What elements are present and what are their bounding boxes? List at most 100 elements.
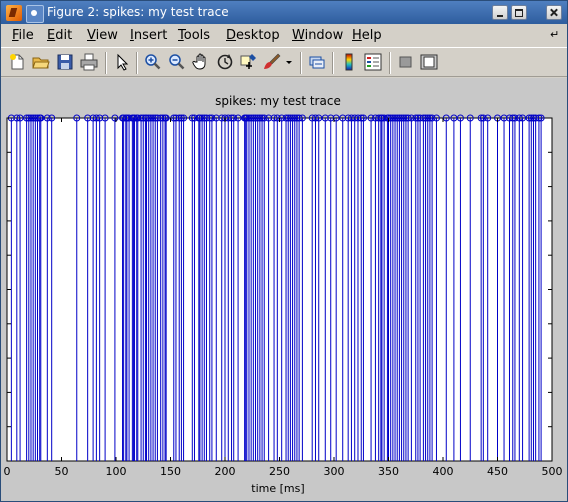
axes-area[interactable] <box>6 117 553 462</box>
spike-marker <box>407 114 415 122</box>
zoom-out-icon[interactable] <box>168 53 186 71</box>
x-tick-label: 350 <box>378 465 399 478</box>
spike-marker <box>378 114 386 122</box>
toolbar-separator <box>300 52 302 74</box>
spike-marker <box>245 114 253 122</box>
menu-help[interactable]: Help <box>352 28 382 43</box>
spike-marker <box>529 114 537 122</box>
spike-marker <box>252 114 260 122</box>
menu-desktop[interactable]: Desktop <box>226 28 280 43</box>
close-button[interactable] <box>546 5 562 20</box>
spike-marker <box>291 114 299 122</box>
spike-marker <box>339 114 347 122</box>
spike-marker <box>123 114 131 122</box>
spike-marker <box>321 114 329 122</box>
menu-window[interactable]: Window <box>292 28 344 43</box>
insert-colorbar-icon[interactable] <box>340 53 358 71</box>
spike-marker <box>278 114 286 122</box>
edit-plot-arrow-icon[interactable] <box>113 53 131 71</box>
spike-marker <box>243 114 251 122</box>
spike-marker <box>537 114 545 122</box>
spike-marker <box>527 114 535 122</box>
spike-marker <box>247 114 255 122</box>
spike-marker <box>286 114 294 122</box>
spike-marker <box>260 114 268 122</box>
spike-plot[interactable]: spikes: my test trace 0 50 100 150 200 250 300… <box>1 78 567 501</box>
spike-marker <box>357 114 365 122</box>
rotate-3d-icon[interactable] <box>216 53 234 71</box>
y-axis-ticks <box>7 117 552 462</box>
spike-marker <box>188 114 196 122</box>
menu-insert[interactable]: Insert <box>130 28 168 43</box>
link-plot-icon[interactable] <box>308 53 326 71</box>
spike-marker <box>256 114 264 122</box>
spike-marker <box>190 114 198 122</box>
new-figure-icon[interactable] <box>8 53 26 71</box>
matlab-logo-icon[interactable] <box>6 5 22 21</box>
zoom-in-icon[interactable] <box>144 53 162 71</box>
dock-arrow-icon[interactable]: ↵ <box>550 28 560 41</box>
menu-edit[interactable]: Edit <box>47 28 73 43</box>
x-tick-label: 200 <box>215 465 236 478</box>
spike-marker <box>180 114 188 122</box>
spike-marker <box>414 114 422 122</box>
brush-icon[interactable] <box>263 53 281 71</box>
stem-series <box>7 114 545 461</box>
brush-dropdown-icon[interactable] <box>283 53 295 71</box>
window-menu-icon[interactable] <box>26 5 44 23</box>
spike-marker <box>479 114 487 122</box>
minimize-button[interactable] <box>492 5 508 20</box>
x-tick-label: 250 <box>269 465 290 478</box>
spike-marker <box>23 114 31 122</box>
x-tick-label: 50 <box>55 465 69 478</box>
spike-marker <box>402 114 410 122</box>
show-plot-tools-icon[interactable] <box>420 53 438 71</box>
spike-marker <box>37 114 45 122</box>
spike-marker <box>16 114 24 122</box>
spike-marker <box>398 114 406 122</box>
spike-marker <box>426 114 434 122</box>
spike-marker <box>424 114 432 122</box>
menu-view[interactable]: View <box>87 28 118 43</box>
spike-marker <box>149 114 157 122</box>
x-tick-label: 300 <box>324 465 345 478</box>
print-figure-icon[interactable] <box>80 53 98 71</box>
spike-marker <box>254 114 262 122</box>
x-tick-label: 450 <box>487 465 508 478</box>
spike-marker <box>73 114 81 122</box>
spike-marker <box>27 114 35 122</box>
spike-marker <box>198 114 206 122</box>
x-tick-label: 100 <box>106 465 127 478</box>
insert-legend-icon[interactable] <box>364 53 382 71</box>
spike-marker <box>367 114 375 122</box>
spike-marker <box>230 114 238 122</box>
spike-marker <box>519 114 527 122</box>
open-file-icon[interactable] <box>32 53 50 71</box>
hide-plot-tools-icon[interactable] <box>397 53 415 71</box>
spike-marker <box>206 114 214 122</box>
spike-marker <box>208 114 216 122</box>
spike-marker <box>466 114 474 122</box>
spike-marker <box>25 114 33 122</box>
spike-marker <box>387 114 395 122</box>
spike-marker <box>315 114 323 122</box>
spike-marker <box>258 114 266 122</box>
data-cursor-icon[interactable] <box>240 53 258 71</box>
x-tick-label: 500 <box>542 465 563 478</box>
spike-marker <box>84 114 92 122</box>
title-bar[interactable]: Figure 2: spikes: my test trace <box>1 1 567 24</box>
save-figure-icon[interactable] <box>56 53 74 71</box>
spike-marker <box>228 114 236 122</box>
menu-tools[interactable]: Tools <box>178 28 211 43</box>
toolbar-separator <box>389 52 391 74</box>
spike-marker <box>48 114 56 122</box>
maximize-button[interactable] <box>511 5 527 20</box>
toolbar-separator <box>332 52 334 74</box>
spike-marker <box>157 114 165 122</box>
spike-marker <box>419 114 427 122</box>
menu-file[interactable]: File <box>12 28 34 43</box>
spike-marker <box>511 114 519 122</box>
spike-marker <box>282 114 290 122</box>
pan-hand-icon[interactable] <box>192 53 210 71</box>
